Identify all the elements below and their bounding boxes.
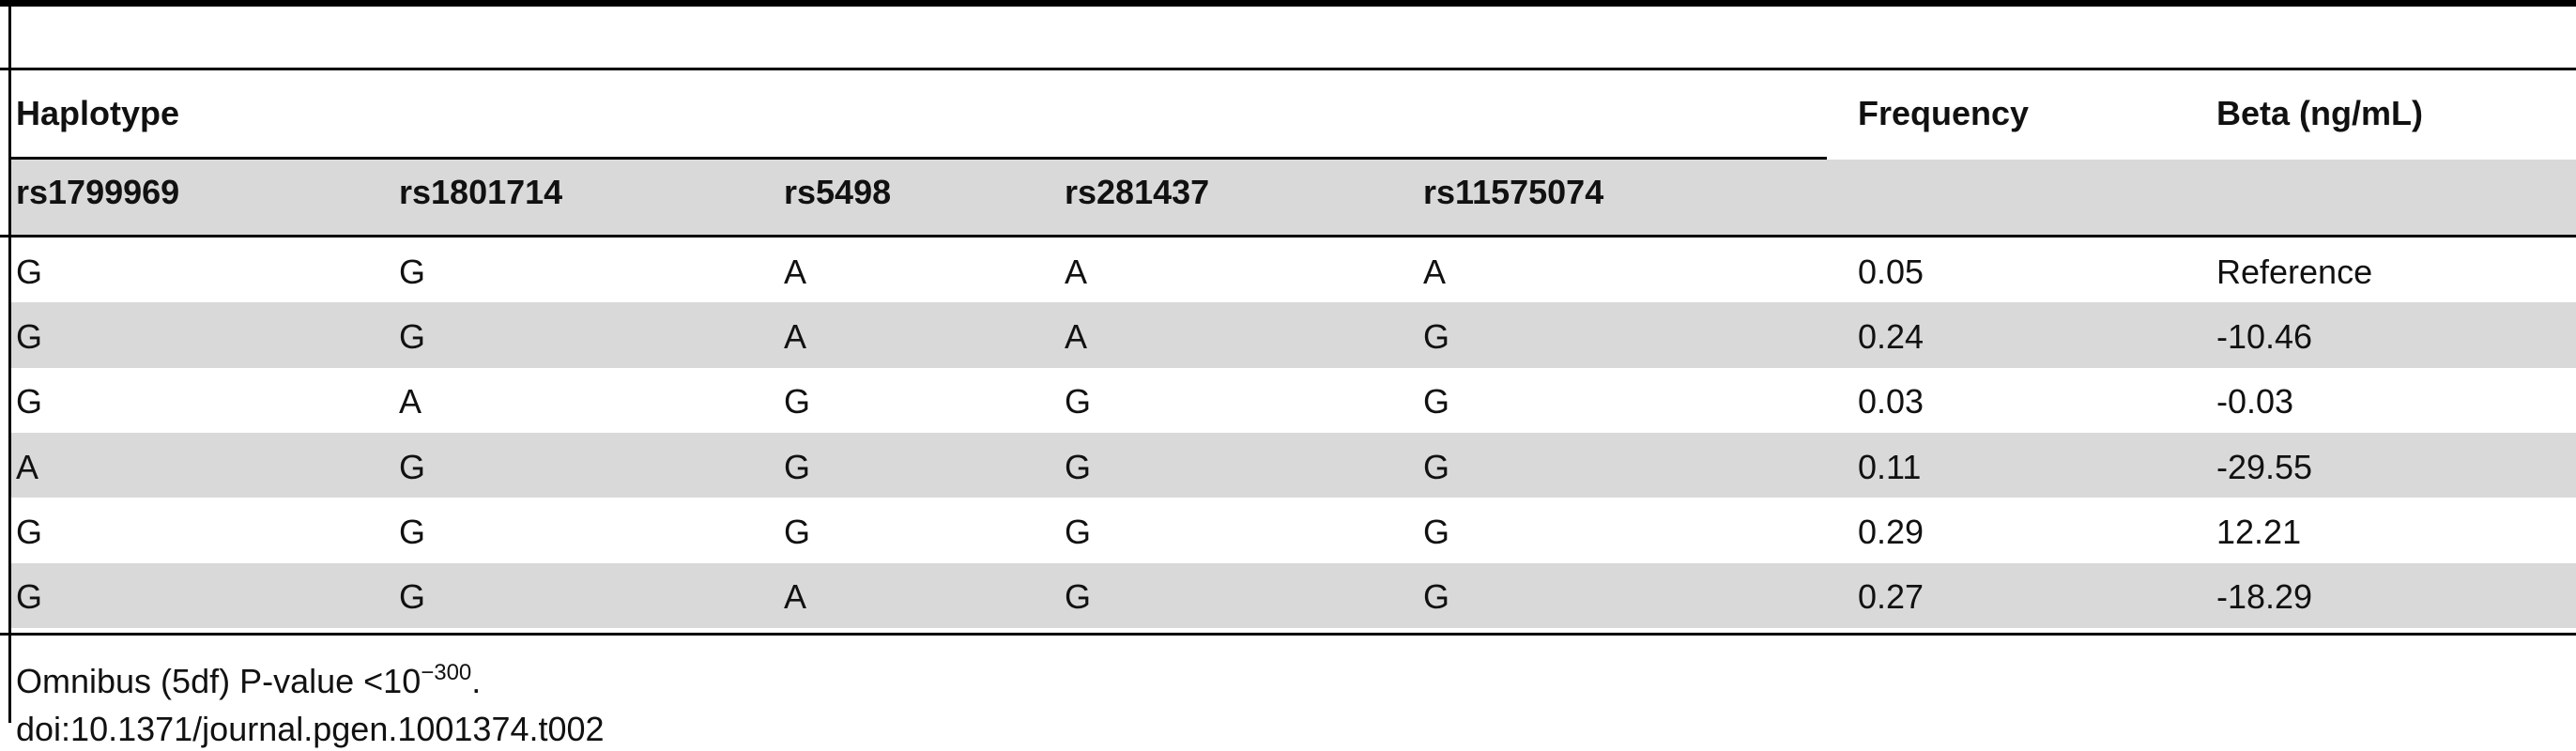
row-band (11, 432, 2576, 498)
footnote-exponent: −300 (421, 660, 472, 685)
table-cell: A (1065, 252, 1088, 291)
footnote: Omnibus (5df) P-value <10−300. (16, 660, 482, 700)
table-cell: G (784, 512, 811, 551)
table-cell: G (1065, 447, 1092, 486)
table-cell: G (1423, 316, 1450, 356)
top-rule (0, 0, 2576, 7)
table-cell: Reference (2216, 252, 2373, 291)
column-header: Frequency (1858, 94, 2030, 132)
column-header: rs1801714 (399, 173, 563, 211)
table-cell: -18.29 (2216, 577, 2313, 617)
table-cell: G (399, 577, 426, 617)
column-header: rs1799969 (16, 173, 180, 211)
table-cell: 0.11 (1858, 447, 1922, 486)
table-cell: 0.29 (1858, 512, 1924, 551)
row-band (11, 302, 2576, 368)
doi: doi:10.1371/journal.pgen.1001374.t002 (16, 710, 605, 748)
subheader-band (11, 160, 2576, 235)
group-rule (9, 157, 1827, 160)
table-cell: 0.05 (1858, 252, 1924, 291)
table-cell: -29.55 (2216, 447, 2313, 486)
column-header: rs281437 (1065, 173, 1210, 211)
table-cell: G (16, 252, 43, 291)
table-cell: G (1423, 577, 1450, 617)
table-cell: G (784, 447, 811, 486)
table-cell: 12.21 (2216, 512, 2302, 551)
table-cell: -0.03 (2216, 382, 2294, 421)
table-cell: A (784, 252, 807, 291)
table-cell: G (1423, 447, 1450, 486)
header-rule (0, 68, 2576, 70)
table-cell: A (1423, 252, 1447, 291)
table-cell: G (1423, 382, 1450, 421)
table-cell: 0.03 (1858, 382, 1924, 421)
left-border (8, 0, 11, 723)
table-cell: 0.27 (1858, 577, 1924, 617)
table-cell: G (16, 512, 43, 551)
footnote-text: Omnibus (5df) P-value <10 (16, 662, 422, 700)
table-cell: -10.46 (2216, 316, 2313, 356)
column-header: Beta (ng/mL) (2216, 94, 2423, 132)
footnote-suffix: . (471, 662, 482, 700)
bottom-rule (0, 633, 2576, 636)
table-cell: G (1065, 382, 1092, 421)
table-cell: G (16, 382, 43, 421)
row-band (11, 562, 2576, 628)
table-cell: 0.24 (1858, 316, 1924, 356)
table-cell: G (16, 316, 43, 356)
column-header: rs11575074 (1423, 173, 1604, 211)
table-cell: G (399, 447, 426, 486)
table-cell: A (399, 382, 422, 421)
table-cell: G (1423, 512, 1450, 551)
table-cell: G (16, 577, 43, 617)
table-cell: G (399, 252, 426, 291)
table-cell: A (784, 316, 807, 356)
table-cell: A (784, 577, 807, 617)
table-cell: G (399, 316, 426, 356)
table-cell: G (1065, 577, 1092, 617)
table-cell: G (784, 382, 811, 421)
table-cell: G (1065, 512, 1092, 551)
column-header: rs5498 (784, 173, 892, 211)
group-header: Haplotype (16, 94, 180, 132)
table-cell: A (1065, 316, 1088, 356)
table-cell: A (16, 447, 39, 486)
subheader-rule (0, 235, 2576, 238)
table-cell: G (399, 512, 426, 551)
